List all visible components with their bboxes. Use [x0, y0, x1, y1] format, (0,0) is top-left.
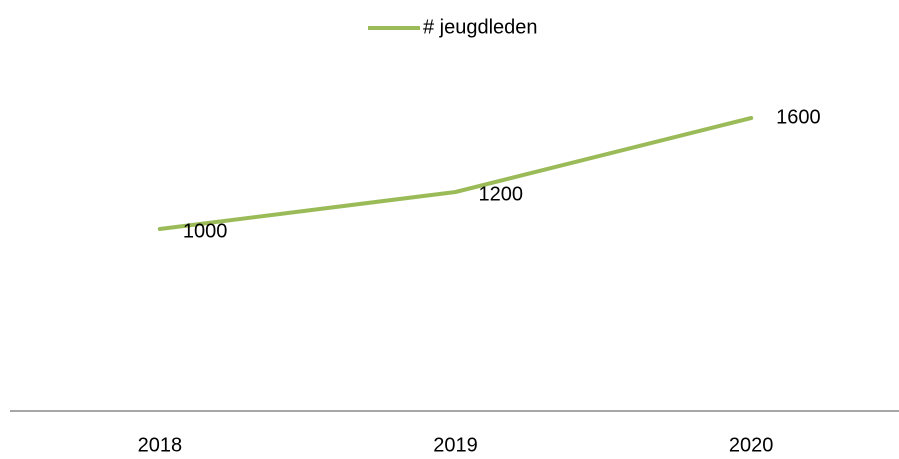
x-tick-label: 2019 [433, 434, 478, 456]
x-tick-label: 2018 [138, 434, 183, 456]
data-label: 1600 [776, 106, 821, 128]
legend-label: # jeugdleden [423, 16, 538, 38]
x-tick-label: 2020 [729, 434, 774, 456]
data-line [157, 116, 754, 231]
data-label: 1200 [479, 183, 524, 205]
data-label: 1000 [183, 220, 228, 242]
